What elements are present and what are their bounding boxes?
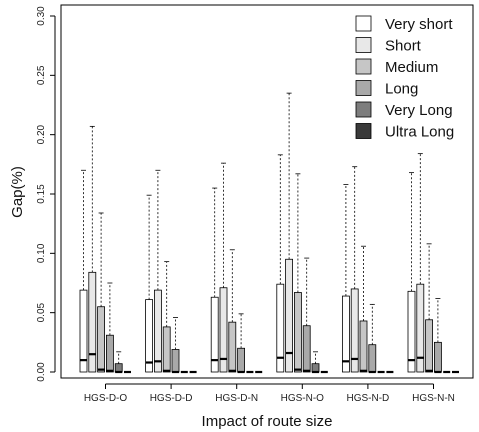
box-long — [302, 325, 311, 373]
box-very-short — [145, 299, 154, 373]
box-very-short — [210, 296, 219, 373]
box-medium — [97, 306, 105, 373]
box-long — [433, 341, 442, 373]
box-series-group — [79, 92, 459, 374]
box-short — [285, 258, 294, 373]
box-medium — [293, 292, 302, 373]
y-axis: 0.00 0.05 0.10 0.15 0.20 0.25 0.30 — [36, 6, 56, 382]
y-tick-label: 0.20 — [36, 124, 47, 144]
legend-item: Medium — [355, 58, 438, 76]
legend-label: Ultra Long — [385, 124, 454, 141]
legend-label: Very short — [385, 16, 453, 33]
x-tick-label: HGS-D-O — [84, 393, 128, 404]
box-short — [219, 287, 228, 373]
box-long — [106, 334, 114, 373]
legend-label: Long — [385, 81, 418, 98]
y-tick-label: 0.25 — [36, 65, 47, 85]
y-tick-label: 0.15 — [36, 184, 47, 204]
legend-swatch — [355, 80, 372, 96]
box-medium — [425, 319, 434, 373]
x-tick-label: HGS-N-D — [347, 393, 390, 404]
box-medium — [359, 320, 368, 373]
box-very-short — [276, 283, 285, 373]
box-very-short — [407, 290, 416, 373]
y-tick-label: 0.00 — [36, 362, 47, 382]
legend-item: Long — [355, 80, 418, 98]
box-group-hgs-d-n — [210, 162, 263, 374]
box-group-hgs-n-n — [407, 153, 459, 374]
box-long — [171, 349, 180, 373]
legend-item: Ultra Long — [355, 123, 454, 141]
box-long — [368, 344, 377, 373]
x-axis: HGS-D-O HGS-D-D HGS-D-N HGS-N-O HGS-N-D HGS-N… — [84, 383, 455, 404]
box-short — [153, 289, 162, 373]
y-tick-label: 0.10 — [36, 243, 47, 263]
box-very-long — [311, 363, 320, 373]
legend-swatch — [355, 58, 372, 75]
legend-item: Very short — [355, 15, 453, 33]
box-group-hgs-d-d — [145, 169, 197, 374]
legend-swatch — [355, 123, 372, 139]
y-tick-label: 0.30 — [36, 6, 47, 26]
x-tick-label: HGS-D-N — [215, 393, 258, 404]
box-medium — [162, 326, 171, 373]
box-short — [88, 271, 97, 373]
y-axis-title: Gap(%) — [9, 166, 26, 218]
legend-label: Very Long — [385, 102, 453, 119]
legend-item: Short — [355, 37, 422, 55]
legend-label: Short — [385, 38, 422, 55]
legend: Very short Short Medium Long Very Long Ultra … — [355, 15, 454, 141]
box-very-long — [114, 363, 123, 373]
x-tick-label: HGS-N-O — [281, 393, 325, 404]
box-group-hgs-n-o — [276, 92, 328, 374]
legend-swatch — [355, 37, 372, 53]
box-short — [350, 288, 359, 373]
box-group-hgs-d-o — [79, 125, 131, 374]
legend-swatch — [355, 101, 372, 118]
box-long — [237, 347, 246, 373]
legend-swatch — [355, 15, 372, 32]
box-medium — [228, 321, 237, 373]
legend-item: Very Long — [355, 101, 453, 119]
x-tick-label: HGS-D-D — [150, 393, 193, 404]
y-tick-label: 0.05 — [36, 302, 47, 322]
legend-label: Medium — [385, 59, 438, 76]
box-very-short — [341, 295, 350, 373]
x-axis-title: Impact of route size — [202, 413, 333, 430]
x-tick-label: HGS-N-N — [412, 393, 455, 404]
box-group-hgs-n-d — [341, 166, 394, 374]
plot-frame — [60, 4, 474, 379]
box-short — [416, 283, 425, 373]
box-very-short — [79, 289, 88, 373]
